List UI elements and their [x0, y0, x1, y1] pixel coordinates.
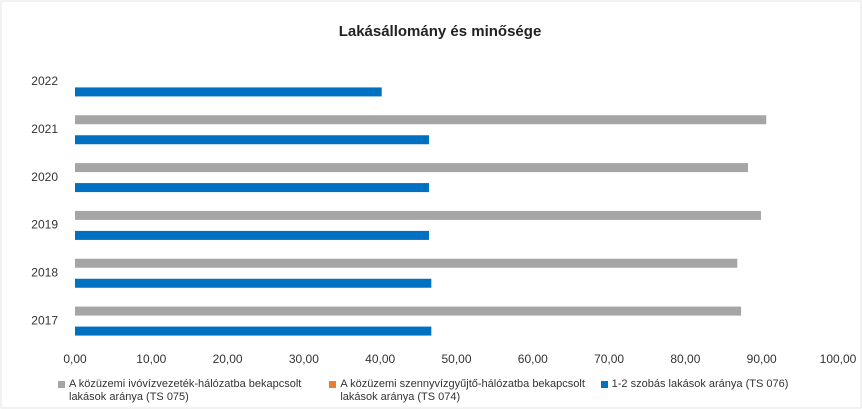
chart-title: Lakásállomány és minősége	[339, 23, 542, 40]
y-tick-label: 2019	[31, 218, 58, 232]
bar	[75, 258, 738, 268]
bar	[75, 306, 742, 316]
x-tick-label: 80,00	[670, 352, 700, 366]
y-tick-label: 2020	[31, 170, 58, 184]
bar	[75, 210, 761, 220]
legend-swatch	[329, 381, 337, 388]
bar	[75, 115, 767, 125]
bar	[75, 183, 430, 193]
legend-label: 1-2 szobás lakások aránya (TS 076)	[611, 378, 789, 390]
y-tick-label: 2018	[31, 265, 58, 279]
legend-item: A közüzemi szennyvízgyűjtő-hálózatba bek…	[329, 378, 586, 404]
x-tick-label: 90,00	[747, 352, 777, 366]
legend-swatch	[58, 381, 65, 388]
y-tick-label: 2021	[31, 122, 58, 136]
legend-label: A közüzemi szennyvízgyűjtő-hálózatba bek…	[340, 378, 585, 403]
bar	[75, 87, 382, 97]
bar	[75, 278, 432, 288]
x-tick-label: 50,00	[441, 352, 471, 366]
bar	[75, 163, 748, 173]
legend-label: A közüzemi ivóvízvezeték-hálózatba bekap…	[69, 378, 302, 403]
x-tick-label: 40,00	[365, 352, 395, 366]
x-tick-label: 10,00	[136, 352, 166, 366]
x-tick-label: 70,00	[594, 352, 624, 366]
y-tick-label: 2022	[31, 74, 58, 88]
x-tick-label: 20,00	[213, 352, 243, 366]
legend-item: 1-2 szobás lakások aránya (TS 076)	[600, 378, 858, 404]
legend: A közüzemi ivóvízvezeték-hálózatba bekap…	[58, 378, 858, 404]
x-tick-label: 60,00	[518, 352, 548, 366]
y-tick-label: 2017	[31, 313, 58, 327]
bar	[75, 135, 430, 145]
x-tick-label: 100,00	[820, 352, 857, 366]
x-tick-label: 0,00	[63, 352, 87, 366]
legend-item: A közüzemi ivóvízvezeték-hálózatba bekap…	[58, 378, 315, 404]
bar	[75, 326, 432, 336]
bar	[75, 230, 430, 240]
x-tick-label: 30,00	[289, 352, 319, 366]
legend-swatch	[600, 381, 608, 388]
